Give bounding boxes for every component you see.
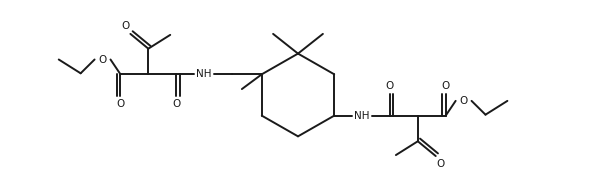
Text: O: O <box>172 99 181 109</box>
Text: O: O <box>460 96 468 106</box>
Text: O: O <box>386 81 394 91</box>
Text: NH: NH <box>196 69 212 79</box>
Text: O: O <box>442 81 450 91</box>
Text: NH: NH <box>355 111 370 121</box>
Text: O: O <box>437 159 445 169</box>
Text: O: O <box>98 54 107 65</box>
Text: O: O <box>122 21 129 31</box>
Text: O: O <box>116 99 125 109</box>
